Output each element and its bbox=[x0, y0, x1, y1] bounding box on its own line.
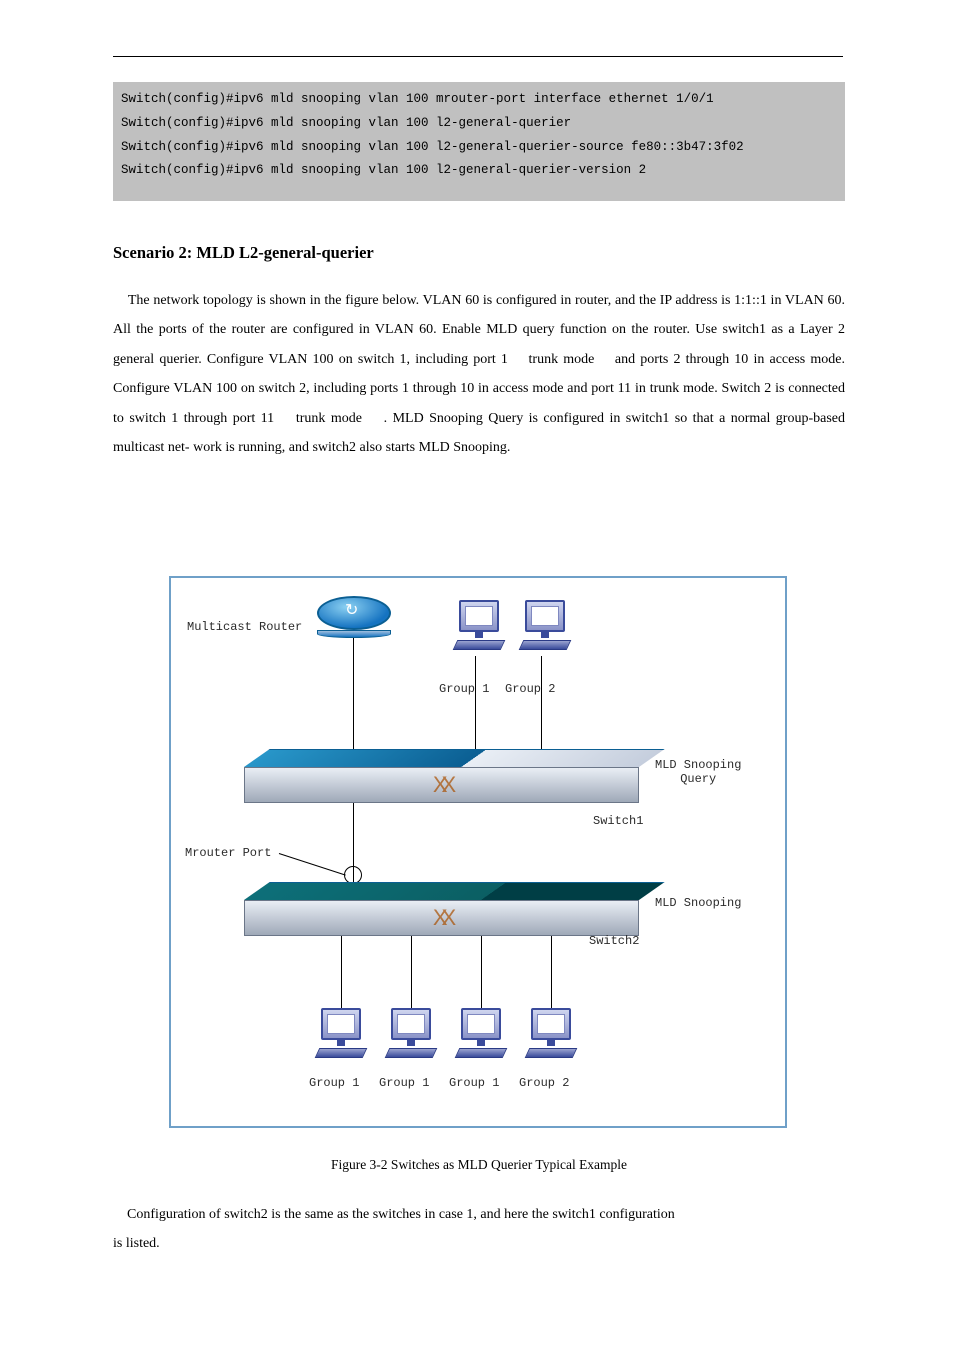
host-b1 bbox=[313, 1008, 371, 1064]
wire-s2-h1 bbox=[341, 936, 342, 1008]
topology-figure: Multicast Router Group 1 Group 2 XX MLD … bbox=[169, 576, 787, 1128]
group1-label-top: Group 1 bbox=[439, 682, 489, 696]
grp-bottom-4: Group 2 bbox=[519, 1076, 569, 1090]
host-group1-top bbox=[451, 600, 509, 656]
mld-snooping-label: MLD Snooping bbox=[655, 896, 741, 910]
switch1-icon: XX bbox=[244, 749, 639, 809]
config-paragraph: Configuration of switch2 is the same as … bbox=[113, 1200, 845, 1259]
mrouter-port-label: Mrouter Port bbox=[185, 846, 271, 860]
wire-s2-h3 bbox=[481, 936, 482, 1008]
switch1-label: Switch1 bbox=[593, 814, 643, 828]
switch2-icon: XX bbox=[244, 882, 639, 942]
wire-router-switch1 bbox=[353, 638, 354, 750]
wire-host2-switch1 bbox=[541, 656, 542, 756]
switch2-label: Switch2 bbox=[589, 934, 639, 948]
grp-bottom-2: Group 1 bbox=[379, 1076, 429, 1090]
host-b4 bbox=[523, 1008, 581, 1064]
group2-label-top: Group 2 bbox=[505, 682, 555, 696]
multicast-router-label: Multicast Router bbox=[187, 620, 302, 634]
wire-s2-h4 bbox=[551, 936, 552, 1008]
host-group2-top bbox=[517, 600, 575, 656]
mld-snooping-query-label: MLD Snooping Query bbox=[655, 758, 741, 786]
figure-caption: Figure 3-2 Switches as MLD Querier Typic… bbox=[113, 1157, 845, 1173]
paragraph-1: The network topology is shown in the fig… bbox=[113, 286, 845, 462]
wire-host1-switch1 bbox=[475, 656, 476, 752]
multicast-router-icon bbox=[317, 596, 391, 638]
code-block: Switch(config)#ipv6 mld snooping vlan 10… bbox=[113, 82, 845, 201]
host-b3 bbox=[453, 1008, 511, 1064]
page-header bbox=[113, 52, 843, 57]
grp-bottom-3: Group 1 bbox=[449, 1076, 499, 1090]
scenario-heading: Scenario 2: MLD L2-general-querier bbox=[113, 243, 374, 263]
mrouter-arrow bbox=[279, 853, 346, 876]
wire-s2-h2 bbox=[411, 936, 412, 1008]
host-b2 bbox=[383, 1008, 441, 1064]
grp-bottom-1: Group 1 bbox=[309, 1076, 359, 1090]
